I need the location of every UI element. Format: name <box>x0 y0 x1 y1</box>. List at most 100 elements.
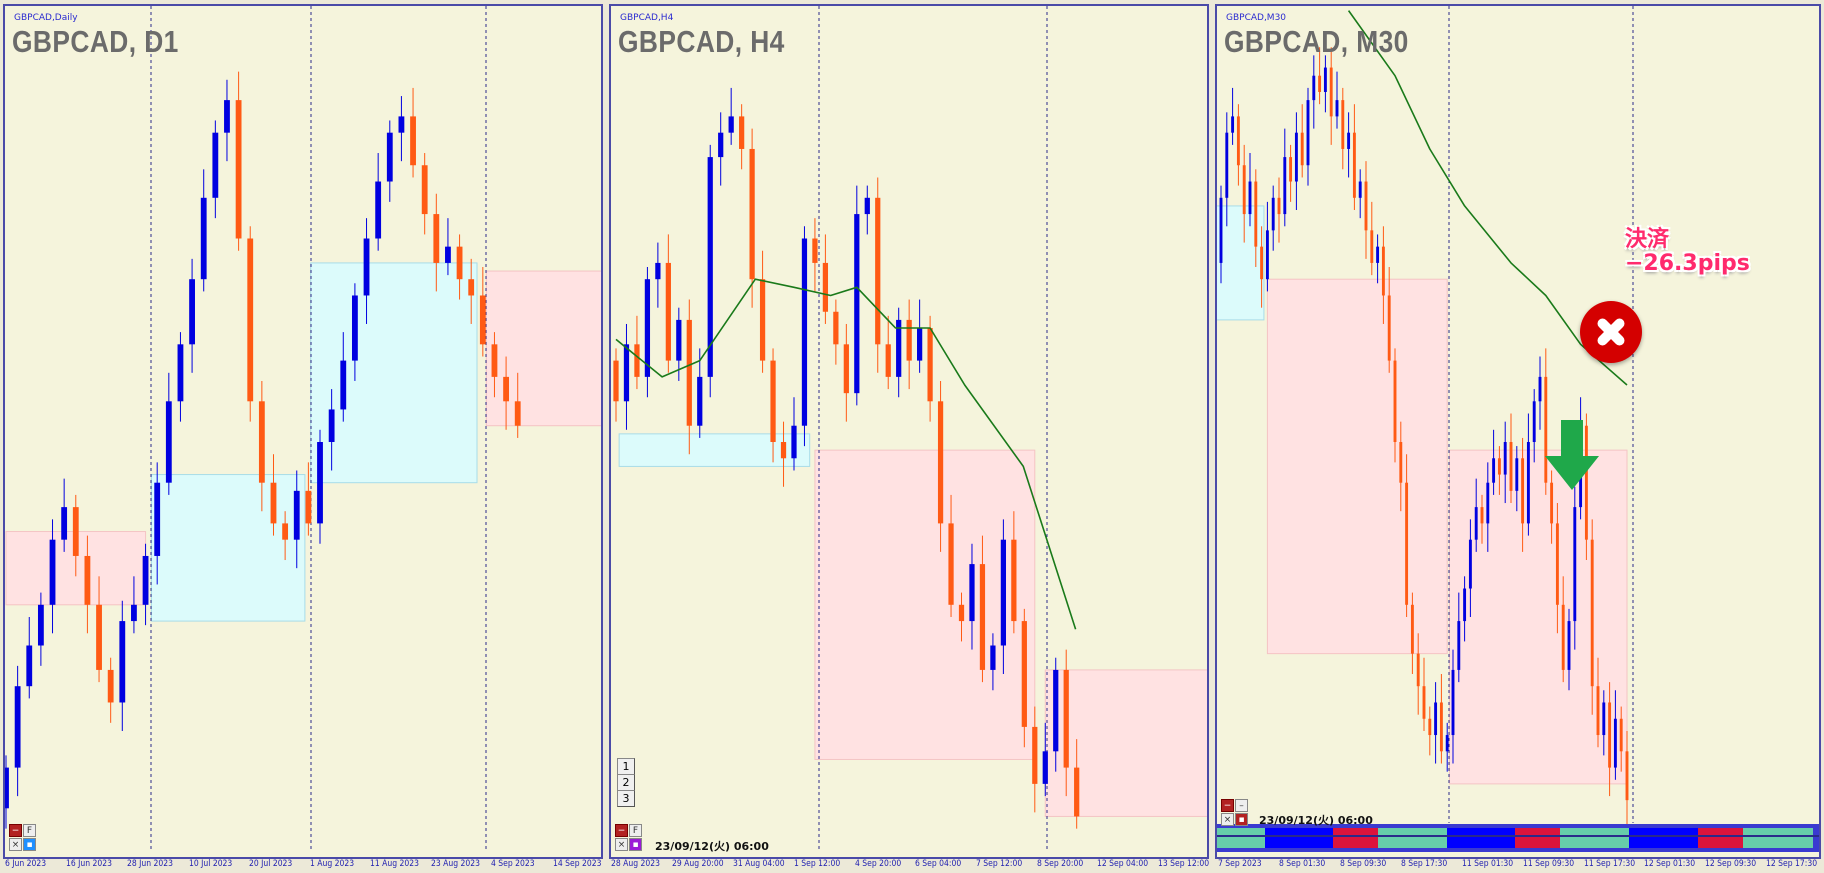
close-button[interactable]: × <box>1221 813 1234 826</box>
candle-body <box>386 132 393 182</box>
number-button-1[interactable]: 1 <box>617 758 635 775</box>
candle-body <box>875 197 881 345</box>
candle-body <box>1509 442 1513 491</box>
candle <box>1608 682 1612 797</box>
color-button[interactable]: ▪ <box>1235 813 1248 826</box>
candle-body <box>843 344 849 394</box>
candle <box>822 234 829 324</box>
candle <box>5 755 9 829</box>
candle <box>1231 87 1235 145</box>
candle-body <box>749 148 755 280</box>
close-button[interactable]: × <box>9 838 22 851</box>
color-button[interactable]: ▪ <box>629 838 642 851</box>
candle-body <box>1567 621 1571 670</box>
chart-area[interactable]: GBPCAD,Daily GBPCAD, D1 − F × ▪ <box>3 4 603 859</box>
candle-body <box>990 645 996 670</box>
time-tick-label: 28 Jun 2023 <box>127 859 174 869</box>
candle <box>61 478 68 552</box>
candle-body <box>1335 100 1339 117</box>
candle-body <box>328 409 335 442</box>
time-tick-label: 8 Sep 09:30 <box>1340 859 1387 869</box>
candle-body <box>613 360 619 402</box>
candle-body <box>1053 669 1059 752</box>
chart-area[interactable]: GBPCAD,H4 GBPCAD, H4 1 2 3 − F × ▪ 23/09… <box>609 4 1209 859</box>
zone-box-pink <box>814 449 1036 760</box>
candle <box>1248 153 1252 227</box>
candle-body <box>1323 67 1327 92</box>
close-button[interactable]: × <box>615 838 628 851</box>
candle-body <box>1312 75 1316 101</box>
candle <box>26 617 33 699</box>
time-tick-label: 8 Sep 17:30 <box>1401 859 1448 869</box>
candle-body <box>200 197 207 280</box>
f-button[interactable]: F <box>629 824 642 837</box>
candle <box>1341 87 1345 170</box>
candle-body <box>1474 507 1478 540</box>
candle-body <box>270 482 277 524</box>
time-tick-label: 11 Sep 09:30 <box>1523 859 1575 869</box>
candle-body <box>906 319 912 361</box>
candle-body <box>410 116 416 166</box>
zone-box-pink <box>485 270 601 427</box>
candle-body <box>1399 442 1403 483</box>
candle-body <box>1289 157 1293 182</box>
candle-body <box>1608 702 1612 768</box>
candle-body <box>1387 295 1391 361</box>
candle-body <box>979 564 986 670</box>
candle-body <box>1602 702 1606 736</box>
chart-symbol-label[interactable]: GBPCAD,M30 <box>1226 13 1287 23</box>
minimize-button[interactable]: − <box>615 824 628 837</box>
candle-body <box>896 319 902 377</box>
candle <box>1042 722 1048 797</box>
candle <box>1352 104 1356 211</box>
chart-window-h4[interactable]: GBPCAD,H4 GBPCAD, H4 1 2 3 − F × ▪ 23/09… <box>606 0 1212 873</box>
chart-area[interactable]: GBPCAD,M30 GBPCAD, M30 − – × ▪ 23/09/12(… <box>1215 4 1821 859</box>
time-tick-label: 1 Aug 2023 <box>310 859 355 869</box>
candle-body <box>1318 75 1322 92</box>
candle <box>503 356 509 430</box>
candle <box>1011 511 1017 634</box>
candle <box>1486 462 1490 552</box>
candle-body <box>503 376 509 402</box>
candle-body <box>1265 230 1269 280</box>
candle <box>634 315 640 390</box>
time-tick-label: 28 Aug 2023 <box>611 859 661 869</box>
candlestick-chart <box>5 6 601 850</box>
candle-body <box>665 262 671 361</box>
restore-button[interactable]: – <box>1235 799 1248 812</box>
candle-body <box>258 401 265 483</box>
candle <box>739 104 745 170</box>
candle <box>479 266 486 357</box>
candle <box>1509 413 1513 504</box>
candle-body <box>1486 482 1490 524</box>
session-segment-blue <box>1265 828 1333 848</box>
candle <box>154 462 161 585</box>
minimize-button[interactable]: − <box>1221 799 1234 812</box>
candle <box>1335 71 1339 129</box>
candle-body <box>72 507 79 556</box>
number-button-3[interactable]: 3 <box>617 790 635 807</box>
color-button[interactable]: ▪ <box>23 838 36 851</box>
chart-window-m30[interactable]: GBPCAD,M30 GBPCAD, M30 − – × ▪ 23/09/12(… <box>1212 0 1824 873</box>
candle-body <box>1277 197 1281 215</box>
minimize-button[interactable]: − <box>9 824 22 837</box>
candle-body <box>26 645 33 687</box>
chart-title: GBPCAD, H4 <box>618 24 785 59</box>
candle-body <box>433 214 440 263</box>
candle-body <box>293 490 300 540</box>
candle <box>37 592 44 666</box>
candle <box>468 258 475 324</box>
number-button-2[interactable]: 2 <box>617 774 635 791</box>
candle-body <box>1000 539 1007 646</box>
f-button[interactable]: F <box>23 824 36 837</box>
candlestick-chart <box>1217 6 1819 852</box>
candle <box>1063 649 1069 797</box>
time-tick-label: 12 Sep 01:30 <box>1644 859 1696 869</box>
candle <box>1393 348 1397 463</box>
candle <box>927 315 933 422</box>
candle <box>1242 144 1246 243</box>
chart-window-d1[interactable]: GBPCAD,Daily GBPCAD, D1 − F × ▪ 6 Jun 20… <box>0 0 606 873</box>
candle-body <box>224 100 230 133</box>
chart-symbol-label[interactable]: GBPCAD,H4 <box>620 13 674 23</box>
chart-symbol-label[interactable]: GBPCAD,Daily <box>14 13 78 23</box>
